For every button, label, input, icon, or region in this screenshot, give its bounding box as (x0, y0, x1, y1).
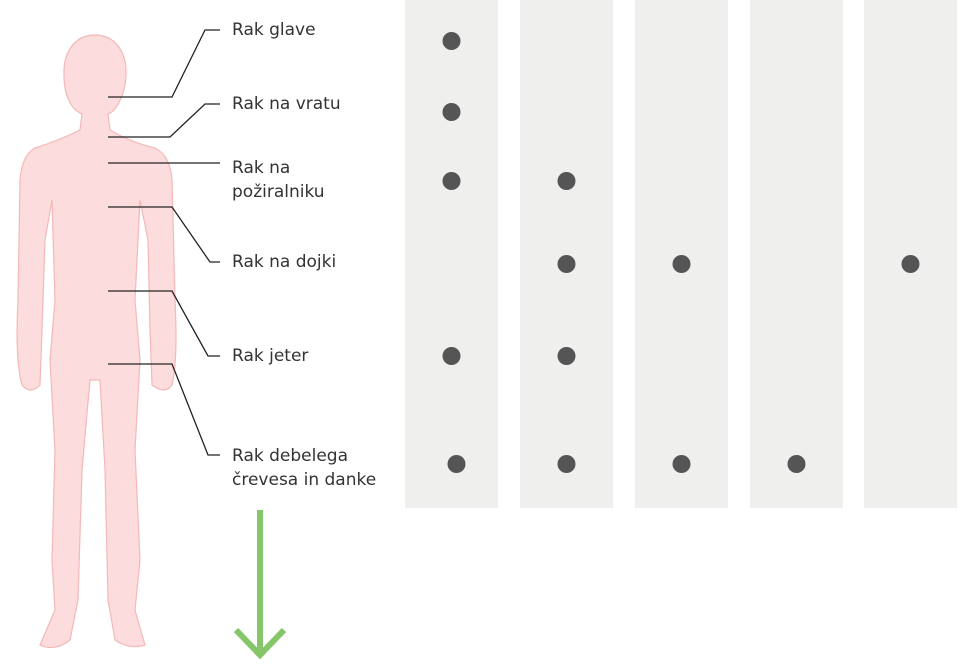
dot (442, 103, 461, 121)
dot (787, 455, 806, 473)
dot (447, 455, 466, 473)
dot (672, 455, 691, 473)
dot (442, 347, 461, 365)
leader-line (108, 290, 220, 357)
column (864, 0, 957, 508)
body-silhouette (16, 34, 177, 649)
dot (442, 172, 461, 190)
column (635, 0, 728, 508)
leader-line (108, 103, 220, 138)
dot (557, 347, 576, 365)
arrow-head (233, 627, 287, 660)
row-label: Rak debelega (232, 446, 348, 466)
leader-lines (108, 29, 220, 456)
row-label: Rak na dojki (232, 252, 336, 272)
row-label: Rak glave (232, 20, 316, 40)
row-label: požiralniku (232, 182, 325, 202)
row-label: Rak na (232, 158, 290, 178)
row-label: Rak jeter (232, 346, 308, 366)
column (520, 0, 613, 508)
row-label: Rak na vratu (232, 94, 341, 114)
down-arrow (233, 510, 287, 660)
row-label: črevesa in danke (232, 470, 376, 490)
dot (442, 32, 461, 50)
dot (901, 255, 920, 273)
leader-line (108, 206, 220, 263)
column (405, 0, 498, 508)
dot (557, 172, 576, 190)
leader-line (108, 363, 220, 456)
dot (557, 255, 576, 273)
dot (672, 255, 691, 273)
leader-line (108, 29, 220, 98)
dot (557, 455, 576, 473)
columns (405, 0, 957, 508)
column (750, 0, 843, 508)
